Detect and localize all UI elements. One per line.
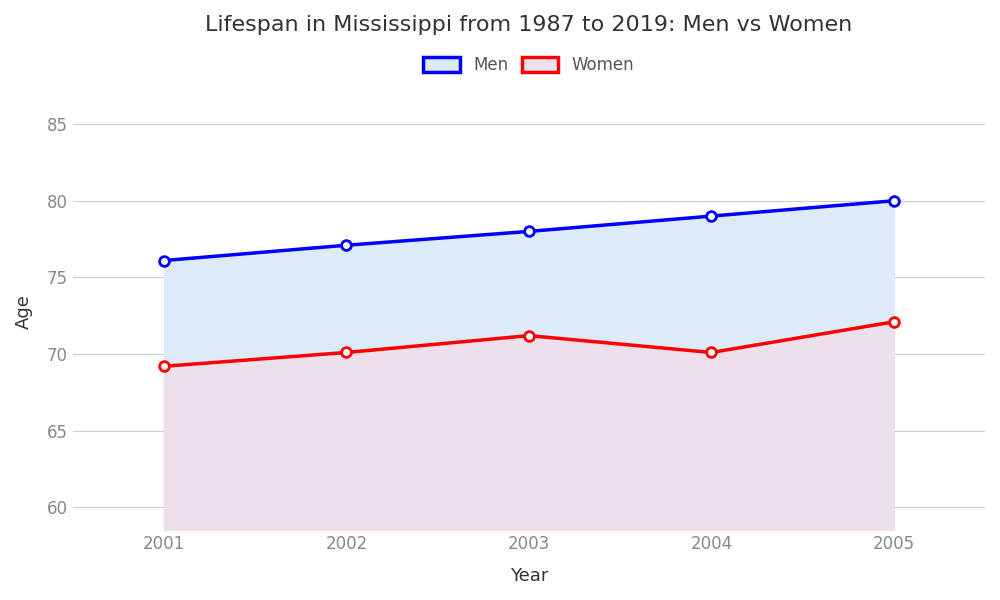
X-axis label: Year: Year xyxy=(510,567,548,585)
Legend: Men, Women: Men, Women xyxy=(417,49,641,81)
Y-axis label: Age: Age xyxy=(15,295,33,329)
Title: Lifespan in Mississippi from 1987 to 2019: Men vs Women: Lifespan in Mississippi from 1987 to 201… xyxy=(205,15,852,35)
